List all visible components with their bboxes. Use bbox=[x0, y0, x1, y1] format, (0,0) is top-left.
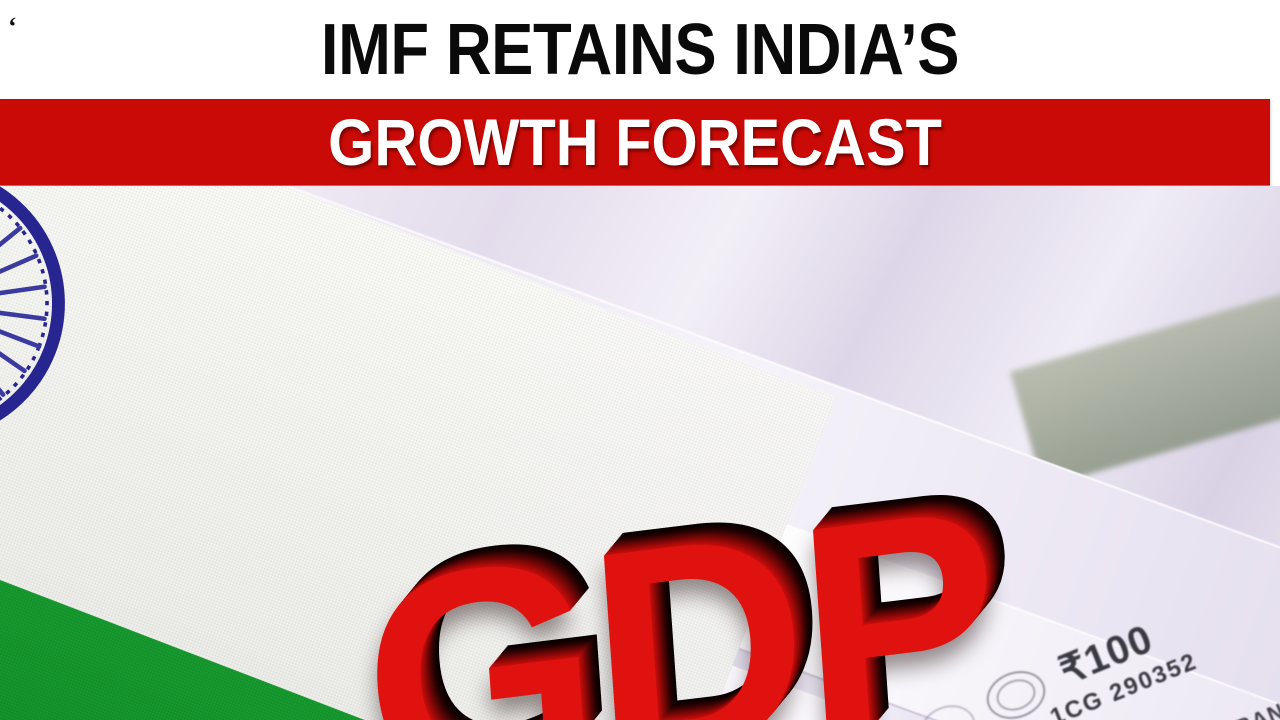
headline-band-top: ‘ IMF RETAINS INDIA’S bbox=[0, 0, 1280, 100]
headline-banner-red: GROWTH FORECAST bbox=[0, 99, 1270, 188]
news-photo: ₹100 रिजर्व ₹100 1CG 290352 RESERVE BANK… bbox=[0, 186, 1280, 720]
indian-flag bbox=[0, 186, 836, 720]
headline-line-2: GROWTH FORECAST bbox=[328, 105, 942, 179]
quote-mark-icon: ‘ bbox=[8, 12, 17, 41]
ashoka-chakra-icon bbox=[0, 186, 112, 488]
headline-line-1: IMF RETAINS INDIA’S bbox=[320, 10, 960, 90]
